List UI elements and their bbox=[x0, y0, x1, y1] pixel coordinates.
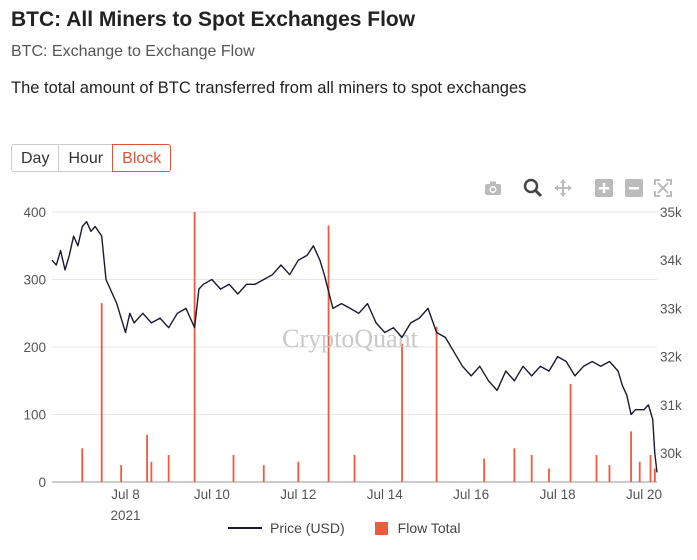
flow-bar bbox=[146, 434, 148, 482]
flow-bar bbox=[630, 431, 632, 482]
y-left-tick-label: 100 bbox=[23, 408, 46, 423]
flow-bar bbox=[653, 468, 656, 482]
flow-bar bbox=[353, 455, 356, 482]
watermark: CryptoQuant bbox=[282, 324, 419, 353]
flow-bar bbox=[167, 455, 170, 482]
price-line-path bbox=[51, 220, 658, 473]
timeframe-day-button[interactable]: Day bbox=[11, 144, 60, 172]
timeframe-selector: Day Hour Block bbox=[11, 144, 172, 172]
y-left-tick-label: 400 bbox=[23, 205, 46, 220]
legend-price-swatch bbox=[228, 527, 262, 529]
x-tick-label: Jul 14 bbox=[367, 487, 404, 502]
flow-bar bbox=[638, 461, 641, 482]
y-right-tick-label: 33k bbox=[660, 301, 682, 316]
flow-bars bbox=[81, 212, 656, 482]
legend-flow-label: Flow Total bbox=[397, 520, 461, 536]
chart-legend: Price (USD) Flow Total bbox=[228, 520, 490, 536]
flow-bar bbox=[193, 212, 196, 482]
x-year-label: 2021 bbox=[110, 508, 140, 523]
flow-bar bbox=[327, 225, 330, 482]
flow-bar bbox=[483, 458, 486, 482]
x-tick-label: Jul 12 bbox=[280, 487, 316, 502]
flow-bar bbox=[595, 455, 598, 482]
legend-flow-swatch bbox=[374, 521, 388, 535]
y-axis-right: 30k 31k 32k 33k 34k 35k bbox=[660, 205, 682, 461]
y-axis-left: 0 100 200 300 400 bbox=[23, 205, 46, 490]
chart-title: BTC: All Miners to Spot Exchanges Flow bbox=[11, 8, 416, 31]
zoom-out-icon[interactable] bbox=[624, 178, 644, 198]
camera-icon[interactable] bbox=[483, 178, 503, 198]
chart-subtitle: BTC: Exchange to Exchange Flow bbox=[11, 43, 255, 60]
x-tick-label: Jul 16 bbox=[453, 487, 489, 502]
timeframe-block-button[interactable]: Block bbox=[112, 144, 172, 172]
flow-bar bbox=[649, 455, 652, 482]
autoscale-icon[interactable] bbox=[653, 178, 673, 198]
x-tick-label: Jul 10 bbox=[194, 487, 230, 502]
zoom-in-icon[interactable] bbox=[594, 178, 614, 198]
x-tick-label: Jul 18 bbox=[540, 487, 576, 502]
flow-bar bbox=[435, 326, 438, 482]
flow-bar bbox=[262, 465, 265, 482]
price-line bbox=[51, 220, 658, 473]
flow-bar bbox=[150, 461, 153, 482]
flow-bar bbox=[513, 448, 516, 482]
flow-bar bbox=[120, 465, 123, 482]
flow-bar bbox=[100, 303, 103, 482]
y-right-tick-label: 34k bbox=[660, 253, 682, 268]
y-left-tick-label: 300 bbox=[23, 273, 46, 288]
y-right-tick-label: 35k bbox=[660, 205, 682, 220]
zoom-icon[interactable] bbox=[523, 178, 543, 198]
y-right-tick-label: 31k bbox=[660, 398, 682, 413]
x-axis: Jul 8 2021 Jul 10 Jul 12 Jul 14 Jul 16 Jul 18 J… bbox=[110, 487, 662, 523]
y-left-tick-label: 200 bbox=[23, 340, 46, 355]
x-tick-label: Jul 20 bbox=[626, 487, 662, 502]
chart-toolbar bbox=[481, 178, 677, 198]
legend-item-price[interactable]: Price (USD) bbox=[228, 520, 345, 536]
y-right-tick-label: 30k bbox=[660, 446, 682, 461]
legend-item-flow[interactable]: Flow Total bbox=[374, 520, 461, 536]
x-tick-label: Jul 8 bbox=[111, 487, 140, 502]
flow-bar bbox=[548, 468, 550, 482]
pan-icon[interactable] bbox=[553, 178, 573, 198]
y-left-tick-label: 0 bbox=[38, 475, 46, 490]
y-right-tick-label: 32k bbox=[660, 350, 682, 365]
flow-bar bbox=[608, 465, 611, 482]
flow-bar bbox=[401, 343, 403, 482]
timeframe-hour-button[interactable]: Hour bbox=[59, 144, 114, 172]
chart-area: CryptoQuant 0 100 200 300 400 30k 31k 32k 33k 34… bbox=[23, 205, 682, 523]
flow-bar bbox=[232, 455, 235, 482]
legend-price-label: Price (USD) bbox=[270, 520, 345, 536]
flow-bar bbox=[297, 461, 300, 482]
flow-bar bbox=[81, 448, 84, 482]
chart-description: The total amount of BTC transferred from… bbox=[11, 79, 527, 97]
flow-bar bbox=[530, 455, 533, 482]
flow-bar bbox=[569, 384, 572, 482]
